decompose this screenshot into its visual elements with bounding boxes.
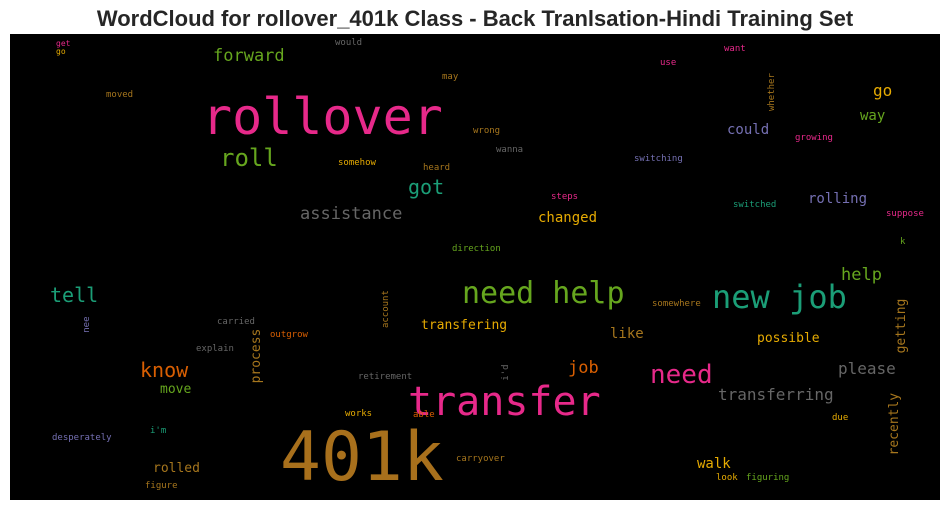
word-move-28: move [160,382,192,397]
word-get-64: get [56,39,71,48]
word-i-d-46: i'd [501,364,511,381]
chart-title: WordCloud for rollover_401k Class - Back… [96,6,854,31]
word-need-5: need [650,360,713,390]
word-i-m-50: i'm [150,426,167,436]
word-carryover-53: carryover [456,454,505,464]
word-switched-37: switched [733,200,777,210]
word-go-65: go [56,47,66,56]
word-changed-20: changed [538,210,598,226]
wordcloud-panel: 401k rollover transfer new job need help need… [10,34,940,500]
word-please-13: please [838,359,896,378]
word-forward-10: forward [213,46,285,66]
word-new-job-3: new job [712,278,847,316]
word-direction-40: direction [452,244,501,254]
word-use-61: use [660,58,677,68]
word-assistance-11: assistance [300,204,403,224]
word-go-16: go [873,81,893,100]
word-somewhere-41: somewhere [652,299,701,309]
word-got-7: got [408,175,445,199]
word-k-39: k [900,237,906,247]
word-figure-56: figure [145,481,178,491]
word-transfer-2: transfer [408,379,601,425]
word-401k-0: 401k [280,418,444,497]
word-rollover-1: rollover [202,88,443,146]
word-tell-8: tell [50,283,99,307]
word-somehow-32: somehow [338,158,376,168]
word-desperately-51: desperately [52,433,112,443]
word-rolled-29: rolled [153,461,200,476]
word-account-45: account [381,290,391,329]
word-need-help-4: need help [462,276,625,311]
word-getting-24: getting [894,298,909,354]
word-roll-6: roll [220,144,278,172]
word-job-15: job [568,358,599,378]
word-due-52: due [832,413,849,423]
word-wrong-30: wrong [473,126,501,136]
word-want-62: want [724,44,746,54]
word-possible-23: possible [757,331,820,346]
word-know-9: know [140,358,189,382]
word-whether-63: whether [767,73,777,112]
word-moved-60: moved [106,90,134,100]
word-steps-36: steps [551,192,579,202]
word-carried-42: carried [217,317,255,327]
word-outgrow-43: outgrow [270,330,308,340]
word-explain-44: explain [196,344,234,354]
word-suppose-38: suppose [886,209,924,219]
word-wanna-31: wanna [496,145,524,155]
word-could-18: could [727,122,770,138]
word-may-59: may [442,72,459,82]
word-process-26: process [249,328,264,384]
word-help-12: help [841,265,882,285]
word-rolling-19: rolling [808,191,868,207]
word-retirement-47: retirement [358,372,413,382]
word-figuring-55: figuring [746,473,790,483]
word-recently-25: recently [887,392,902,456]
word-growing-35: growing [795,133,833,143]
word-able-49: able [413,410,435,420]
word-heard-33: heard [423,163,451,173]
word-like-22: like [610,326,644,342]
word-works-48: works [345,409,373,419]
word-switching-34: switching [634,154,683,164]
word-nee-57: nee [82,316,92,333]
word-transfering-21: transfering [421,318,508,333]
word-way-17: way [860,108,886,124]
word-look-54: look [716,473,738,483]
word-transferring-14: transferring [718,385,834,404]
word-would-58: would [335,38,363,48]
word-walk-27: walk [697,456,731,472]
